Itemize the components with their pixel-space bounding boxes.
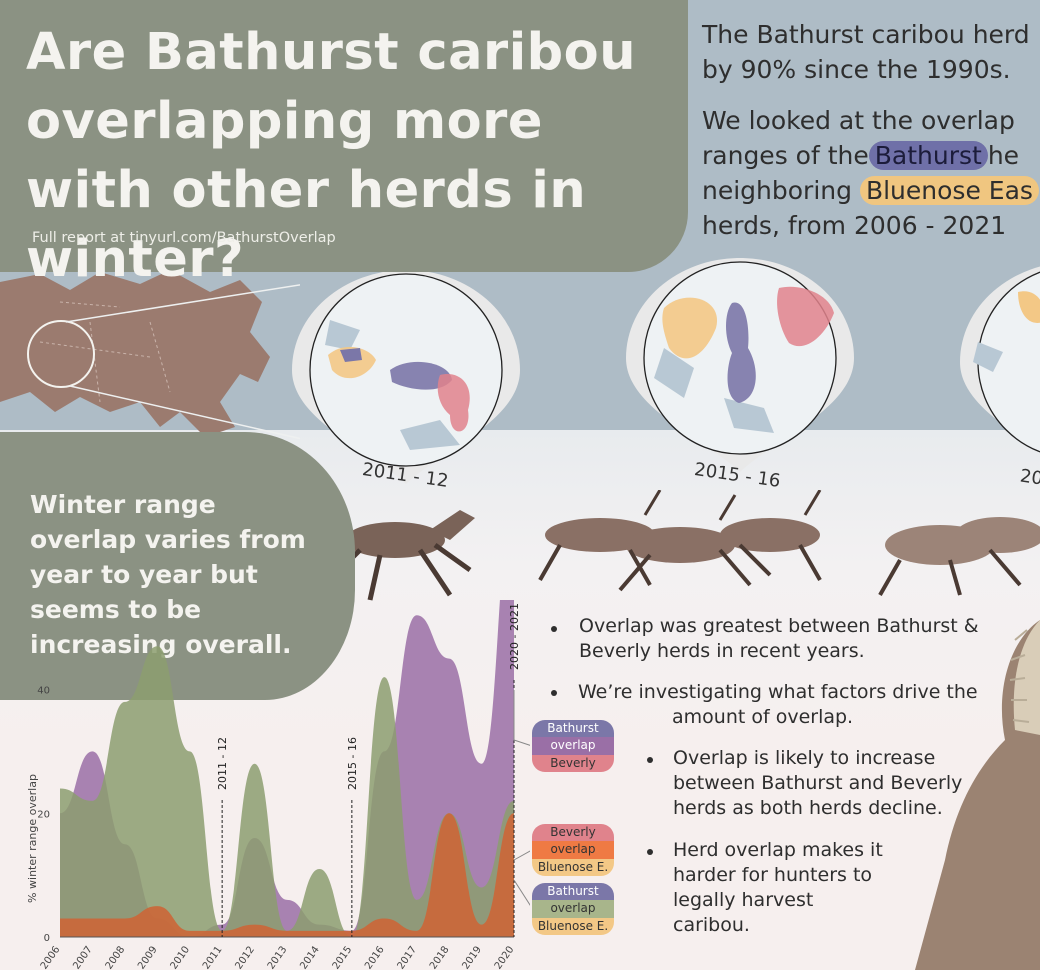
bullet-4-line-4: caribou. <box>673 914 750 936</box>
map-pin-2011 <box>292 270 520 484</box>
intro-p2-line-3: neighboring <box>702 176 852 205</box>
year-marker-label: 2020 - 2021 <box>508 603 521 670</box>
intro-line-2: by 90% since the 1990s. <box>702 55 1011 84</box>
bullet-dot <box>551 626 557 632</box>
x-tick-label: 2013 <box>266 944 290 970</box>
intro-p2-post: he <box>987 141 1020 170</box>
bullet-dot <box>647 757 653 763</box>
intro-p2-line-4: herds, from 2006 - 2021 <box>702 211 1007 240</box>
bullet-3-line-1: Overlap is likely to increase <box>673 747 936 769</box>
legend-item-label: overlap <box>532 841 614 859</box>
y-tick-label: 40 <box>37 686 50 697</box>
bullet-4-line-2: harder for hunters to <box>673 864 873 886</box>
overlap-area-chart: 0 20 40 2006 2007 2008 2009 2010 2011 2012 2013 201… <box>37 600 530 970</box>
legend-item-label: overlap <box>532 737 614 755</box>
caribou-illustrations <box>318 490 1040 601</box>
x-tick-label: 2017 <box>396 944 420 970</box>
x-tick-label: 2016 <box>363 944 387 970</box>
bullet-dot <box>647 849 653 855</box>
legend-bathurst-bluenose: Bathurst overlap Bluenose E. <box>532 883 614 935</box>
bluenose-highlight: Bluenose Eas <box>859 176 1039 205</box>
x-tick-label: 2008 <box>104 944 128 970</box>
legend-item-label: Beverly <box>532 824 614 842</box>
x-tick-label: 2010 <box>169 944 193 970</box>
canada-map <box>0 270 300 440</box>
intro-line-1: The Bathurst caribou herd <box>702 20 1030 49</box>
year-marker-label: 2015 - 16 <box>346 737 359 790</box>
subtitle-bubble <box>0 432 355 700</box>
x-tick-label: 2009 <box>136 944 160 970</box>
legend-connector <box>513 690 530 746</box>
x-tick-label: 2015 <box>331 944 355 970</box>
x-tick-label: 2020 <box>493 944 517 970</box>
x-tick-label: 2012 <box>233 944 257 970</box>
y-tick-label: 0 <box>44 933 50 944</box>
bullet-dot <box>551 690 557 696</box>
bullet-4-line-1: Herd overlap makes it <box>673 839 883 861</box>
legend-beverly-bluenose: Beverly overlap Bluenose E. <box>532 824 614 876</box>
legend-item-label: overlap <box>532 900 614 918</box>
legend-connector <box>513 850 530 861</box>
legend-item-label: Beverly <box>532 754 614 772</box>
x-tick-label: 2019 <box>460 944 484 970</box>
bullet-2-line-2: amount of overlap. <box>672 706 854 728</box>
page-title: Are Bathurst caribou overlapping more wi… <box>26 23 637 289</box>
map-label-third: 20 <box>1018 465 1040 490</box>
year-marker-label: 2011 - 12 <box>216 737 229 790</box>
bullet-1-line-2: Beverly herds in recent years. <box>579 640 865 662</box>
intro-p2-line-1: We looked at the overlap <box>702 106 1015 135</box>
x-tick-label: 2007 <box>71 944 95 970</box>
y-tick-label: 20 <box>37 809 50 820</box>
x-tick-label: 2011 <box>201 944 225 970</box>
intro-paragraph-1: The Bathurst caribou herd by 90% since t… <box>702 17 1030 87</box>
hunter-illustration <box>915 620 1040 970</box>
bullet-2-line-1: We’re investigating what factors drive t… <box>578 681 978 703</box>
legend-item-label: Bluenose E. <box>532 917 614 935</box>
bullet-3-line-2: between Bathurst and Beverly <box>673 772 963 794</box>
x-tick-label: 2014 <box>298 944 322 970</box>
legend-item-label: Bluenose E. <box>532 858 614 876</box>
bathurst-highlight: Bathurst <box>868 141 988 170</box>
bullet-4-line-3: legally harvest <box>673 889 814 911</box>
area-series-2 <box>60 646 514 937</box>
legend-item-label: Bathurst <box>532 720 614 738</box>
study-area-circle <box>27 320 95 388</box>
legend-item-label: Bathurst <box>532 883 614 901</box>
x-tick-label: 2006 <box>39 944 63 970</box>
map-pin-2015 <box>626 258 854 472</box>
subtitle: Winter range overlap varies from year to… <box>30 490 306 659</box>
bullet-1-line-1: Overlap was greatest between Bathurst & <box>579 615 979 637</box>
report-link[interactable]: Full report at tinyurl.com/BathurstOverl… <box>32 230 336 246</box>
map-pin-third <box>960 266 1040 453</box>
intro-p2-pre: ranges of the <box>702 141 869 170</box>
x-tick-label: 2018 <box>428 944 452 970</box>
intro-paragraph-2: We looked at the overlap ranges of the Ba… <box>702 103 1039 243</box>
legend-connector <box>513 879 530 906</box>
area-series-3 <box>60 813 514 937</box>
legend-bathurst-beverly: Bathurst overlap Beverly <box>532 720 614 772</box>
title-panel <box>0 0 688 272</box>
bullet-3-line-3: herds as both herds decline. <box>673 797 943 819</box>
